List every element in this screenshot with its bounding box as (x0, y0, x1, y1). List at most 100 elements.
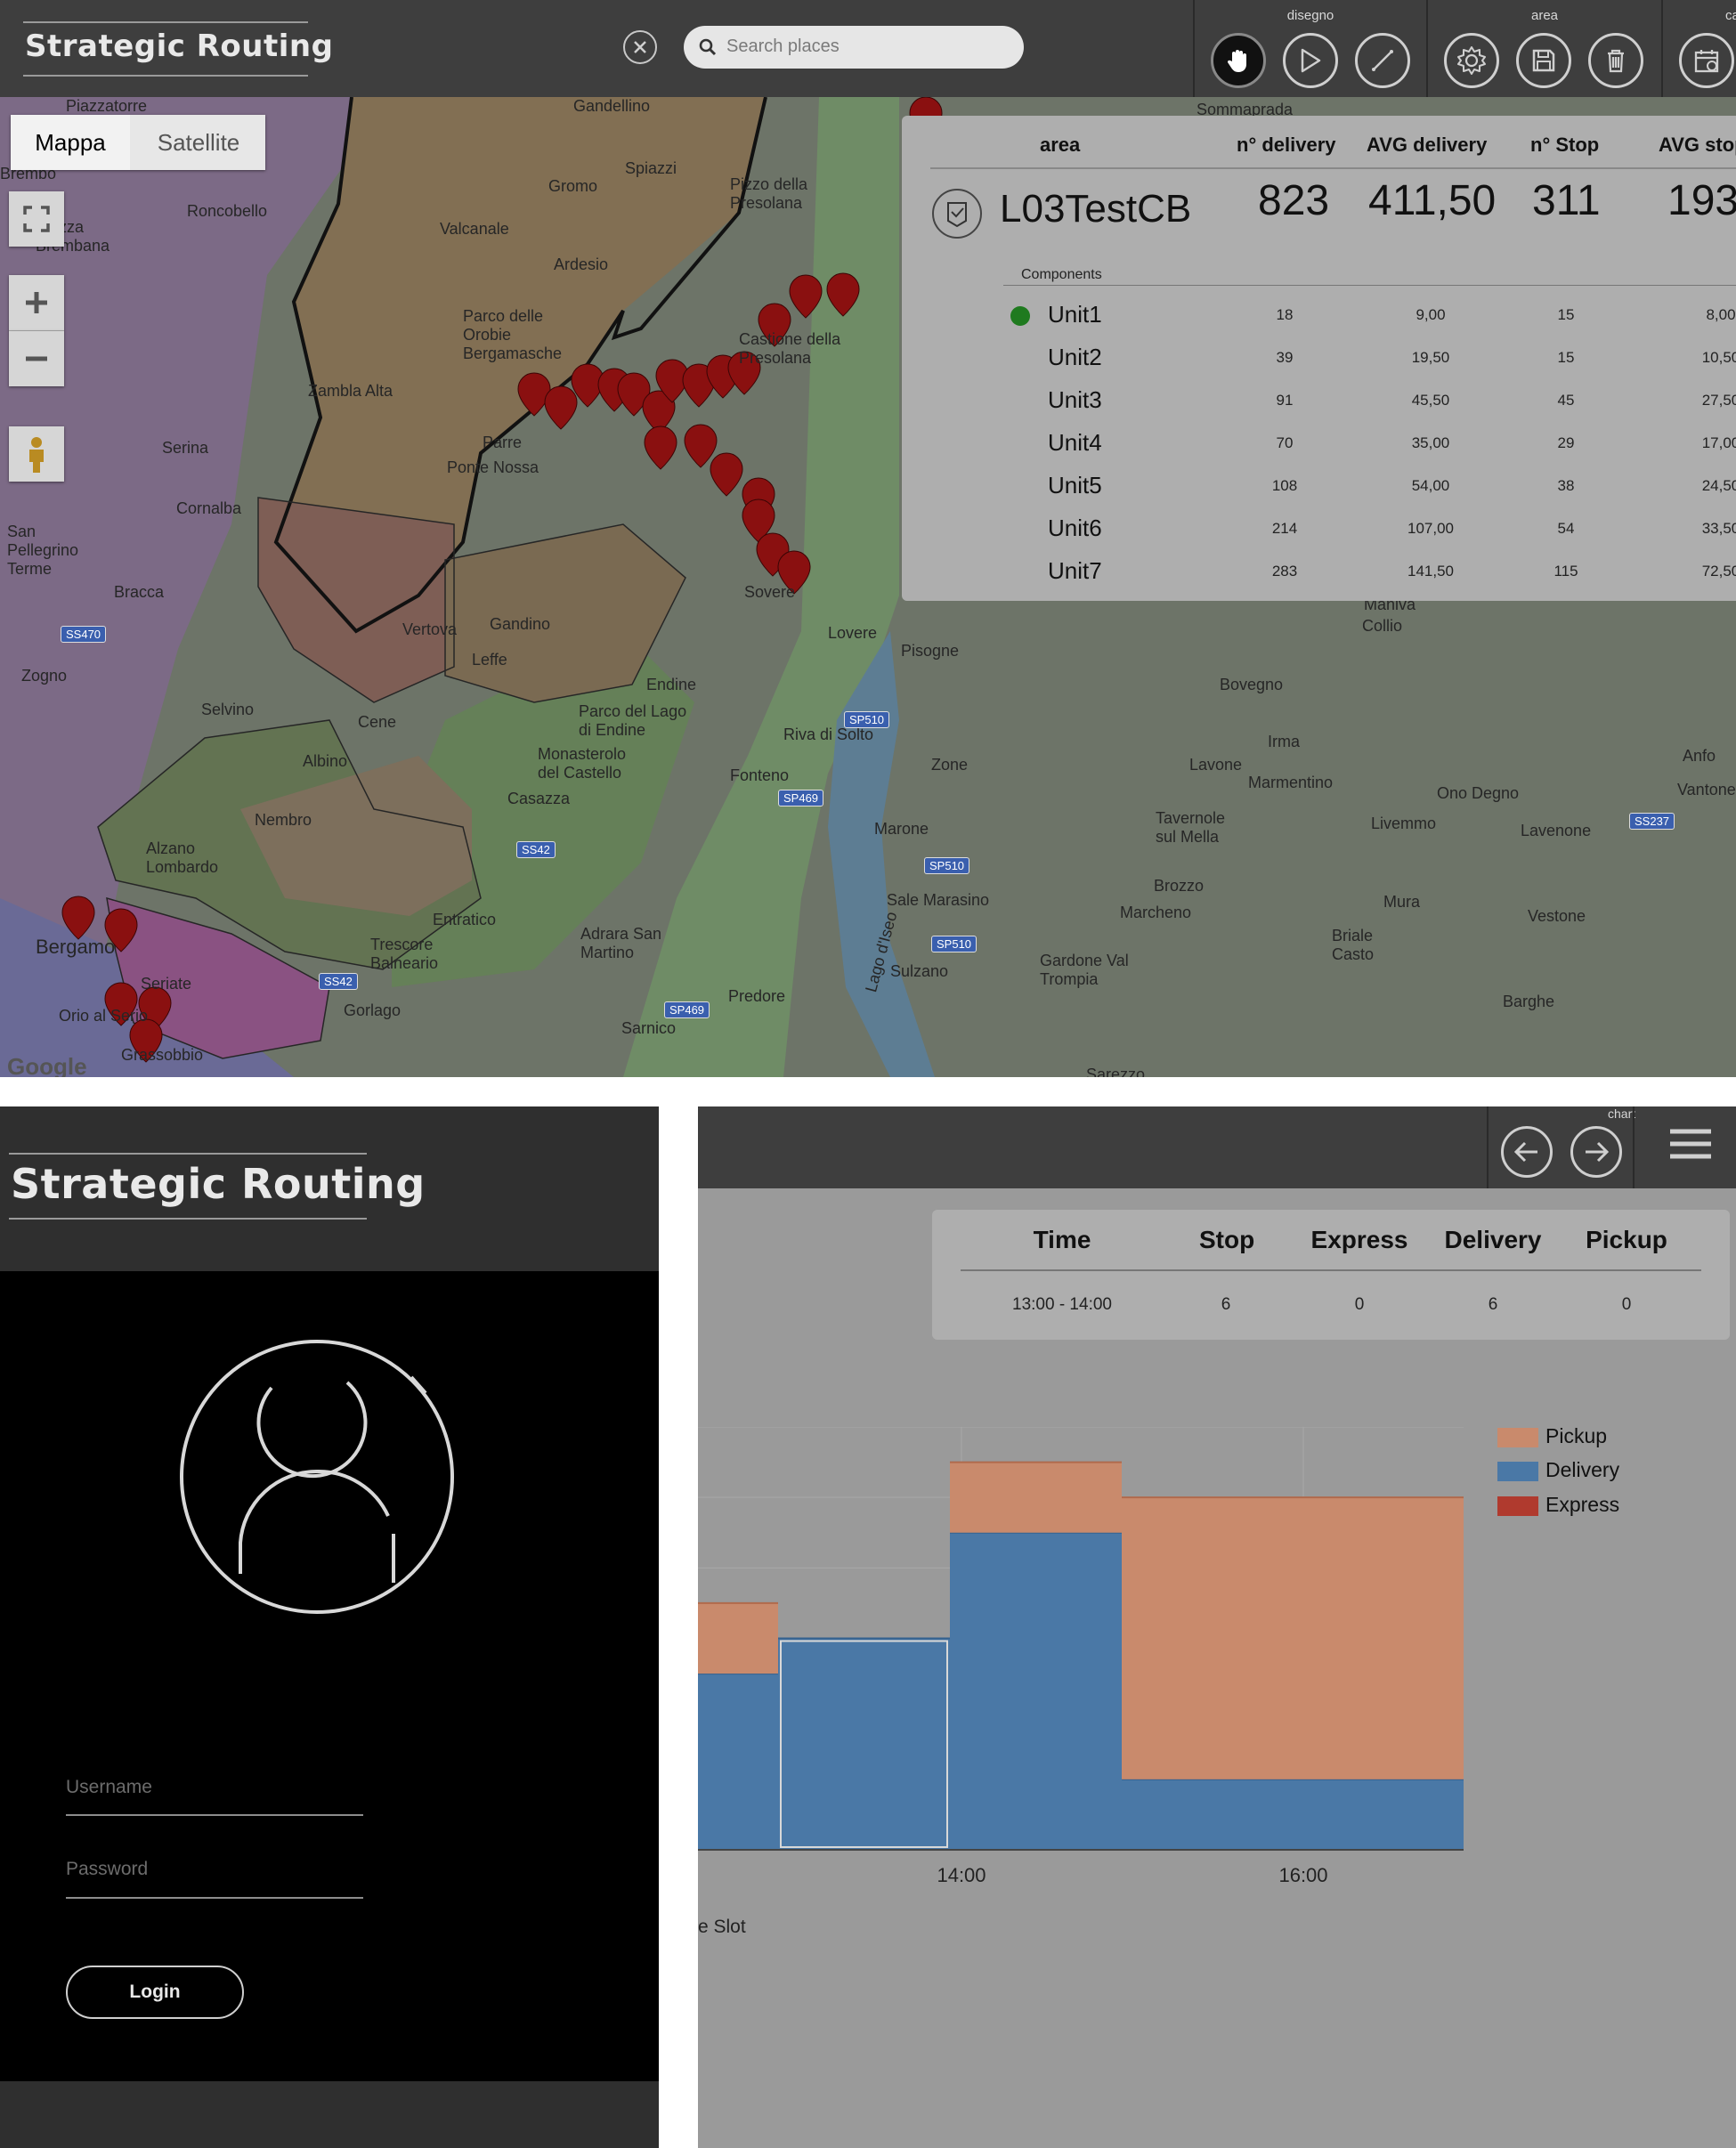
delete-button[interactable] (1588, 33, 1643, 88)
components-label: Components (1021, 267, 1102, 282)
unit-row[interactable]: Unit2 39 19,50 15 10,50 (902, 336, 1736, 379)
table-header: area (1040, 134, 1081, 156)
map-place-label: Roncobello (187, 202, 268, 220)
map-place-label: Lovere (828, 624, 878, 642)
arrow-right-icon (1586, 1141, 1610, 1163)
search-input[interactable]: Search places (726, 36, 840, 56)
x-axis-label: e Slot (698, 1917, 746, 1937)
area-name[interactable]: L03TestCB (1000, 187, 1192, 231)
map-place-label: Adrara San Martino (580, 925, 662, 961)
settings-button[interactable] (1444, 33, 1499, 88)
unit-n-delivery: 214 (1271, 520, 1298, 537)
table-header: n° delivery (1237, 134, 1336, 156)
bar-segment-delivery[interactable] (1122, 1779, 1294, 1850)
line-draw-button[interactable] (1355, 33, 1410, 88)
map-place-label: Irma (1268, 733, 1300, 750)
map-place-label: Sulzano (890, 962, 949, 980)
username-underline (66, 1814, 363, 1816)
map-place-label: Alzano Lombardo (146, 839, 219, 876)
toolbar-group-label: area (1530, 8, 1559, 23)
polygon-draw-icon (1301, 48, 1321, 73)
legend-label-pickup: Pickup (1545, 1424, 1608, 1447)
unit-row[interactable]: Unit1 18 9,00 15 8,00 (902, 294, 1736, 336)
street-view-pegman-button[interactable] (9, 426, 64, 482)
map-screen: Strategic Routing Search places disegno … (0, 0, 1736, 1077)
map-type-map-button[interactable]: Mappa (11, 115, 130, 170)
login-button[interactable]: Login (66, 1966, 244, 2019)
bar-segment-delivery[interactable] (950, 1532, 1122, 1850)
toolbar-group-calendar: ca (1661, 0, 1736, 97)
hand-tool-button[interactable] (1211, 33, 1266, 88)
map-place-label: Gorlago (344, 1001, 402, 1019)
toolbar-group-disegno: disegno (1193, 0, 1426, 97)
unit-n-stop: 115 (1553, 563, 1578, 580)
bar-segment-delivery[interactable] (698, 1674, 778, 1850)
unit-name: Unit7 (1048, 557, 1102, 584)
unit-row[interactable]: Unit6 214 107,00 54 33,50 (902, 507, 1736, 550)
map-place-label: Fonteno (730, 766, 790, 784)
bar-segment-delivery[interactable] (1294, 1779, 1464, 1850)
area-stats-table: area n° delivery AVG delivery n° Stop AV… (902, 116, 1736, 601)
clear-search-button[interactable] (623, 30, 657, 64)
map-place-label: Bovegno (1220, 676, 1284, 693)
calendar-icon (1694, 50, 1719, 73)
hand-tool-icon (1227, 50, 1246, 72)
unit-avg-stop: 10,50 (1701, 349, 1736, 366)
bar-segment-delivery[interactable] (778, 1638, 950, 1851)
login-screen: Strategic Routing Username Password Logi… (0, 1106, 659, 2148)
map-place-label: Valcanale (440, 220, 509, 238)
time-slot-table: Time Stop Express Delivery Pickup 13:00 … (932, 1210, 1730, 1340)
username-input[interactable]: Username (66, 1777, 152, 1797)
x-tick-label: 14:00 (937, 1864, 986, 1886)
bar-segment-pickup[interactable] (950, 1462, 1122, 1533)
map-place-label: Parco delle Orobie Bergamasche (463, 307, 563, 362)
save-button[interactable] (1516, 33, 1571, 88)
unit-name: Unit2 (1048, 344, 1102, 370)
save-disk-icon (1532, 49, 1555, 72)
map-type-satellite-button[interactable]: Satellite (157, 129, 240, 156)
area-badge-button[interactable] (932, 189, 982, 239)
unit-row[interactable]: Unit3 91 45,50 45 27,50 (902, 379, 1736, 422)
search-box[interactable]: Search places (684, 26, 1024, 69)
hamburger-menu-icon[interactable] (1668, 1126, 1713, 1162)
map-place-label: Bracca (114, 583, 165, 601)
map-place-label: Monasterolo del Castello (538, 745, 627, 782)
unit-n-delivery: 91 (1276, 392, 1294, 409)
zoom-in-button[interactable] (9, 275, 64, 331)
brand-underline-bottom (23, 75, 308, 77)
previous-button[interactable] (1501, 1126, 1553, 1178)
stacked-bar-chart[interactable]: 14:00 16:00 (698, 1427, 1464, 1925)
map-place-label: Briale Casto (1332, 927, 1375, 963)
unit-n-stop: 45 (1557, 392, 1575, 409)
map-place-label: Sale Marasino (887, 891, 990, 909)
password-input[interactable]: Password (66, 1859, 149, 1879)
x-tick-label: 16:00 (1278, 1864, 1327, 1886)
map-type-toggle: Mappa Satellite (11, 115, 265, 170)
toolbar-divider (1487, 1106, 1489, 1188)
pegman-icon (29, 437, 44, 473)
next-button[interactable] (1570, 1126, 1622, 1178)
calendar-button[interactable] (1679, 33, 1734, 88)
unit-row[interactable]: Unit5 108 54,00 38 24,50 (902, 465, 1736, 507)
bar-segment-pickup[interactable] (1294, 1497, 1464, 1779)
unit-avg-delivery: 45,50 (1411, 392, 1450, 409)
map-place-label: Serina (162, 439, 209, 457)
zoom-out-button[interactable] (9, 331, 64, 386)
unit-avg-delivery: 9,00 (1416, 306, 1446, 323)
brand-underline-top (9, 1153, 367, 1155)
table-header: Time (1033, 1226, 1091, 1253)
bar-segment-pickup[interactable] (698, 1602, 778, 1674)
map-place-label: Sarnico (621, 1019, 677, 1037)
unit-row[interactable]: Unit7 283 141,50 115 72,50 (902, 550, 1736, 593)
login-footer (0, 2081, 659, 2148)
bar-segment-pickup[interactable] (1122, 1497, 1294, 1779)
map-place-label: Vestone (1528, 907, 1586, 925)
unit-row[interactable]: Unit4 70 35,00 29 17,00 (902, 422, 1736, 465)
map-place-label: Trescore Balneario (370, 936, 439, 972)
chart-toolbar: chart (698, 1106, 1736, 1188)
fullscreen-button[interactable] (9, 191, 64, 247)
map-place-label: Gandino (490, 615, 551, 633)
polygon-draw-button[interactable] (1283, 33, 1338, 88)
unit-n-stop: 29 (1557, 434, 1575, 451)
total-n-stop: 311 (1532, 177, 1601, 224)
